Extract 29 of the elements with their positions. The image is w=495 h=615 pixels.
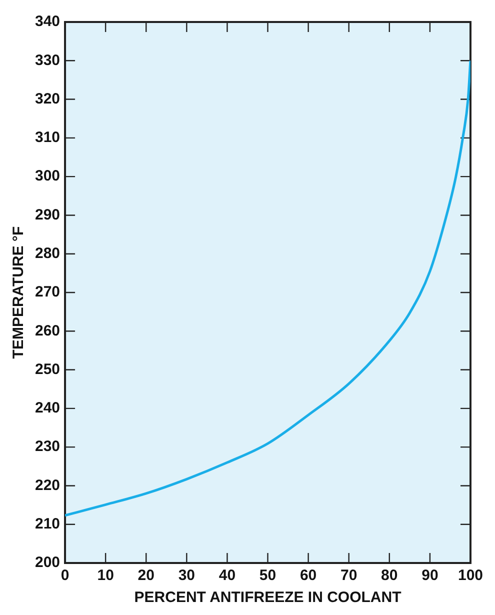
x-tick-label: 90 <box>422 567 438 584</box>
y-tick-label: 330 <box>34 52 60 69</box>
y-tick-label: 200 <box>34 554 60 572</box>
x-tick-label: 100 <box>458 567 483 584</box>
x-tick-label: 30 <box>178 567 196 584</box>
x-tick-label: 0 <box>60 567 70 584</box>
x-axis-title: PERCENT ANTIFREEZE IN COOLANT <box>134 589 402 606</box>
y-tick-label: 220 <box>34 476 60 494</box>
y-tick-label: 280 <box>34 245 60 262</box>
y-tick-label: 230 <box>34 438 60 456</box>
y-tick-label: 250 <box>34 360 60 378</box>
y-tick-label: 270 <box>34 284 60 301</box>
y-tick-label: 260 <box>34 322 60 340</box>
x-tick-label: 70 <box>340 567 358 584</box>
y-tick-label: 290 <box>34 206 60 224</box>
y-tick-label: 320 <box>34 90 60 108</box>
y-tick-label: 240 <box>34 400 60 417</box>
line-series <box>65 59 470 517</box>
x-tick-label: 50 <box>259 567 276 584</box>
y-axis-title: TEMPERATURE °F <box>10 226 28 359</box>
y-tick-label: 310 <box>34 129 60 146</box>
y-tick-label: 340 <box>34 13 60 30</box>
x-tick-label: 80 <box>381 567 398 584</box>
x-tick-label: 60 <box>300 567 317 584</box>
x-tick-label: 40 <box>218 567 236 584</box>
x-tick-label: 20 <box>138 567 154 584</box>
x-tick-label: 10 <box>97 567 114 584</box>
y-tick-label: 300 <box>34 168 60 185</box>
y-tick-label: 210 <box>34 516 60 532</box>
